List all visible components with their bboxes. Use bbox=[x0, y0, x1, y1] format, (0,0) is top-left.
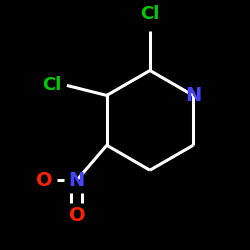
Text: Cl: Cl bbox=[42, 76, 62, 94]
Text: N: N bbox=[185, 86, 201, 105]
Text: O: O bbox=[36, 171, 53, 190]
Text: O: O bbox=[68, 206, 85, 225]
Text: Cl: Cl bbox=[140, 5, 160, 23]
Text: N: N bbox=[69, 171, 85, 190]
